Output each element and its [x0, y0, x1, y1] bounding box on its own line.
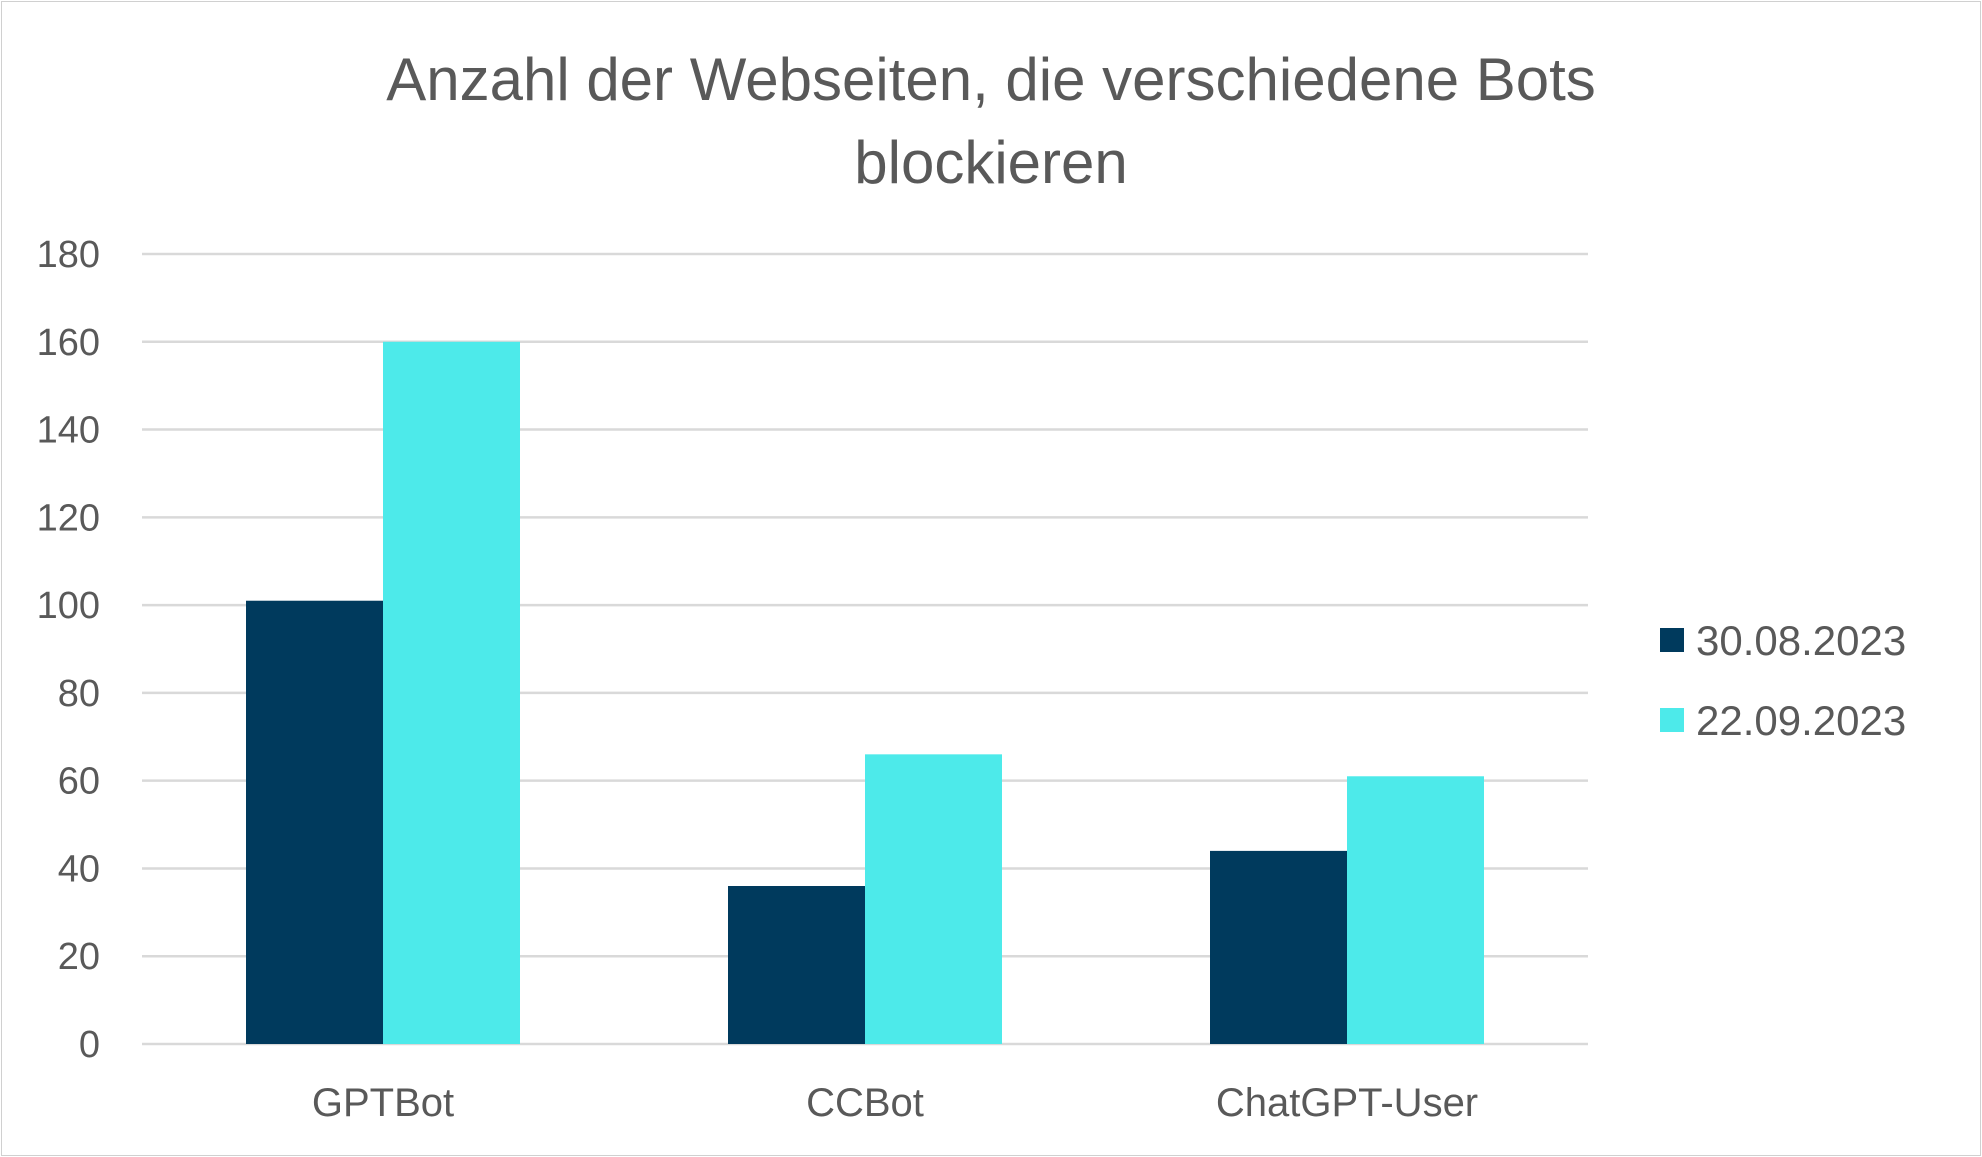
- chart-title: Anzahl der Webseiten, die verschiedene B…: [386, 46, 1596, 196]
- legend-label: 30.08.2023: [1696, 617, 1906, 664]
- legend-swatch: [1660, 708, 1684, 732]
- bar: [865, 754, 1002, 1044]
- y-axis-ticks: 0 20 40 60 80 100 120 140 160 180: [37, 234, 100, 1066]
- legend-label: 22.09.2023: [1696, 697, 1906, 744]
- y-tick-label: 100: [37, 585, 100, 627]
- x-category-label: GPTBot: [312, 1081, 454, 1125]
- legend-swatch: [1660, 628, 1684, 652]
- y-tick-label: 120: [37, 497, 100, 539]
- y-tick-label: 60: [58, 761, 100, 803]
- y-tick-label: 140: [37, 410, 100, 452]
- bar: [383, 341, 520, 1044]
- bar: [1347, 776, 1484, 1044]
- y-tick-label: 40: [58, 848, 100, 890]
- bars: [246, 341, 1484, 1044]
- x-category-label: ChatGPT-User: [1216, 1081, 1478, 1125]
- y-tick-label: 20: [58, 936, 100, 978]
- legend: 30.08.2023 22.09.2023: [1660, 617, 1906, 744]
- y-tick-label: 0: [79, 1024, 100, 1066]
- y-tick-label: 80: [58, 673, 100, 715]
- x-axis-categories: GPTBot CCBot ChatGPT-User: [312, 1081, 1478, 1125]
- x-category-label: CCBot: [806, 1081, 924, 1125]
- bar: [728, 886, 865, 1044]
- y-tick-label: 180: [37, 234, 100, 276]
- bar: [1210, 850, 1347, 1044]
- y-tick-label: 160: [37, 322, 100, 364]
- chart-title-line-2: blockieren: [854, 129, 1128, 196]
- chart-title-line-1: Anzahl der Webseiten, die verschiedene B…: [386, 46, 1596, 113]
- bar: [246, 600, 383, 1044]
